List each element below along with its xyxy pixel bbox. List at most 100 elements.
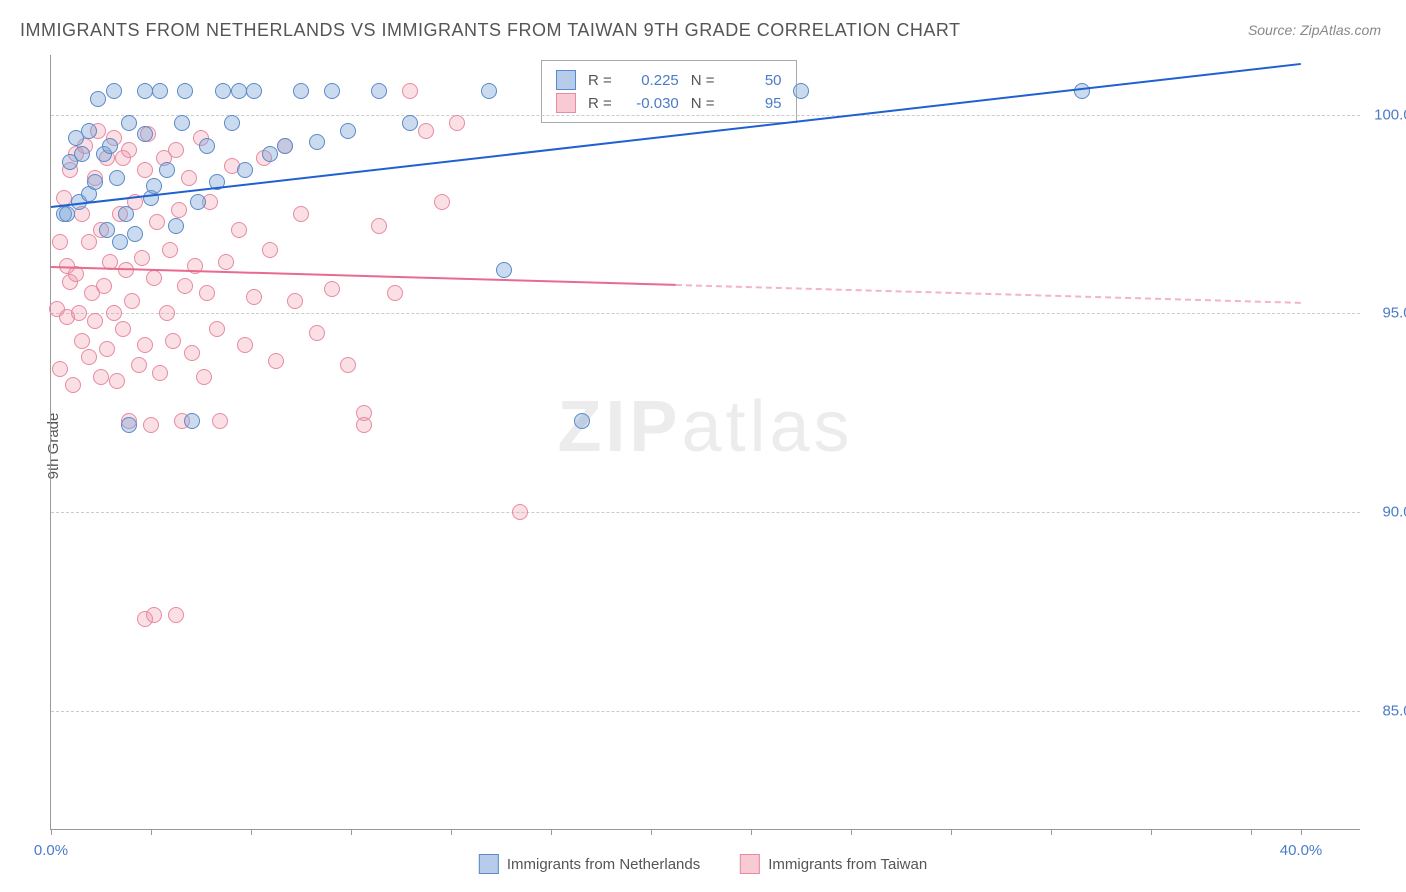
x-tick-mark xyxy=(751,829,752,835)
data-point-taiwan xyxy=(162,242,178,258)
data-point-taiwan xyxy=(196,369,212,385)
data-point-netherlands xyxy=(106,83,122,99)
data-point-taiwan xyxy=(159,305,175,321)
data-point-taiwan xyxy=(209,321,225,337)
x-tick-label: 40.0% xyxy=(1280,842,1323,859)
gridline xyxy=(51,711,1360,712)
data-point-taiwan xyxy=(449,115,465,131)
x-tick-mark xyxy=(1151,829,1152,835)
data-point-taiwan xyxy=(115,321,131,337)
data-point-netherlands xyxy=(127,226,143,242)
y-tick-label: 90.0% xyxy=(1382,504,1406,521)
data-point-netherlands xyxy=(496,262,512,278)
scatter-chart: ZIPatlas R = 0.225 N = 50 R = -0.030 N =… xyxy=(50,55,1360,830)
swatch-blue xyxy=(479,854,499,874)
data-point-taiwan xyxy=(356,417,372,433)
data-point-netherlands xyxy=(224,115,240,131)
data-point-netherlands xyxy=(277,138,293,154)
data-point-taiwan xyxy=(149,214,165,230)
data-point-taiwan xyxy=(218,254,234,270)
data-point-netherlands xyxy=(371,83,387,99)
data-point-taiwan xyxy=(81,349,97,365)
data-point-taiwan xyxy=(93,369,109,385)
swatch-blue xyxy=(556,70,576,90)
data-point-netherlands xyxy=(793,83,809,99)
data-point-netherlands xyxy=(402,115,418,131)
series-legend: Immigrants from Netherlands Immigrants f… xyxy=(479,854,927,874)
data-point-taiwan xyxy=(52,234,68,250)
data-point-taiwan xyxy=(146,270,162,286)
data-point-taiwan xyxy=(171,202,187,218)
data-point-taiwan xyxy=(309,325,325,341)
trend-line-taiwan-solid xyxy=(51,266,676,286)
data-point-netherlands xyxy=(102,138,118,154)
data-point-taiwan xyxy=(65,377,81,393)
data-point-taiwan xyxy=(340,357,356,373)
legend-label-taiwan: Immigrants from Taiwan xyxy=(768,856,927,873)
data-point-netherlands xyxy=(159,162,175,178)
data-point-netherlands xyxy=(574,413,590,429)
data-point-taiwan xyxy=(199,285,215,301)
x-tick-label: 0.0% xyxy=(34,842,68,859)
data-point-taiwan xyxy=(99,341,115,357)
trend-line-taiwan-dash xyxy=(676,284,1301,304)
data-point-netherlands xyxy=(109,170,125,186)
swatch-pink xyxy=(556,93,576,113)
gridline xyxy=(51,512,1360,513)
data-point-taiwan xyxy=(434,194,450,210)
data-point-netherlands xyxy=(112,234,128,250)
data-point-netherlands xyxy=(121,417,137,433)
data-point-netherlands xyxy=(177,83,193,99)
data-point-netherlands xyxy=(237,162,253,178)
data-point-taiwan xyxy=(231,222,247,238)
data-point-taiwan xyxy=(146,607,162,623)
data-point-netherlands xyxy=(231,83,247,99)
data-point-taiwan xyxy=(87,313,103,329)
data-point-netherlands xyxy=(146,178,162,194)
data-point-taiwan xyxy=(177,278,193,294)
data-point-taiwan xyxy=(134,250,150,266)
data-point-netherlands xyxy=(262,146,278,162)
data-point-netherlands xyxy=(168,218,184,234)
n-value-taiwan: 95 xyxy=(727,95,782,112)
y-tick-label: 85.0% xyxy=(1382,702,1406,719)
x-tick-mark xyxy=(951,829,952,835)
x-tick-mark xyxy=(51,829,52,835)
source-attribution: Source: ZipAtlas.com xyxy=(1248,22,1381,38)
data-point-netherlands xyxy=(199,138,215,154)
x-tick-mark xyxy=(1301,829,1302,835)
data-point-taiwan xyxy=(81,234,97,250)
x-tick-mark xyxy=(551,829,552,835)
r-label: R = xyxy=(588,95,612,112)
data-point-netherlands xyxy=(59,206,75,222)
legend-item-taiwan: Immigrants from Taiwan xyxy=(740,854,927,874)
data-point-netherlands xyxy=(190,194,206,210)
r-label: R = xyxy=(588,72,612,89)
data-point-taiwan xyxy=(96,278,112,294)
data-point-netherlands xyxy=(1074,83,1090,99)
data-point-taiwan xyxy=(387,285,403,301)
data-point-netherlands xyxy=(481,83,497,99)
x-tick-mark xyxy=(251,829,252,835)
legend-row-taiwan: R = -0.030 N = 95 xyxy=(556,93,782,113)
data-point-taiwan xyxy=(184,345,200,361)
data-point-taiwan xyxy=(512,504,528,520)
data-point-netherlands xyxy=(309,134,325,150)
data-point-taiwan xyxy=(121,142,137,158)
data-point-netherlands xyxy=(137,83,153,99)
data-point-taiwan xyxy=(246,289,262,305)
data-point-taiwan xyxy=(212,413,228,429)
data-point-taiwan xyxy=(287,293,303,309)
data-point-netherlands xyxy=(324,83,340,99)
data-point-taiwan xyxy=(293,206,309,222)
data-point-taiwan xyxy=(181,170,197,186)
data-point-netherlands xyxy=(152,83,168,99)
swatch-pink xyxy=(740,854,760,874)
x-tick-mark xyxy=(1051,829,1052,835)
data-point-taiwan xyxy=(324,281,340,297)
x-tick-mark xyxy=(1251,829,1252,835)
data-point-netherlands xyxy=(74,146,90,162)
data-point-taiwan xyxy=(402,83,418,99)
data-point-taiwan xyxy=(262,242,278,258)
data-point-taiwan xyxy=(124,293,140,309)
